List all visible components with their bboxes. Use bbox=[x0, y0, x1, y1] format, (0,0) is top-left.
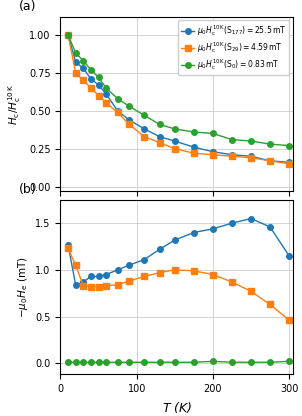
Text: (b): (b) bbox=[18, 183, 36, 196]
$\mu_0 H_\mathrm{c}^{10\,\mathrm{K}}(\mathrm{S}_{0}) = 0.83\,\mathrm{mT}$ bbox=[230, 137, 234, 142]
$\mu_0 H_\mathrm{c}^{10\,\mathrm{K}}(\mathrm{S}_{0}) = 0.83\,\mathrm{mT}$ bbox=[268, 141, 272, 146]
Legend: $\mu_0 H_\mathrm{c}^{10\,\mathrm{K}}(\mathrm{S}_{177}) = 25.5\,\mathrm{mT}$, $\m: $\mu_0 H_\mathrm{c}^{10\,\mathrm{K}}(\ma… bbox=[178, 20, 289, 75]
$\mu_0 H_\mathrm{c}^{10\,\mathrm{K}}(\mathrm{S}_{29}) = 4.59\,\mathrm{mT}$ bbox=[82, 78, 85, 83]
$\mu_0 H_\mathrm{c}^{10\,\mathrm{K}}(\mathrm{S}_{177}) = 25.5\,\mathrm{mT}$ bbox=[82, 66, 85, 71]
$\mu_0 H_\mathrm{c}^{10\,\mathrm{K}}(\mathrm{S}_{29}) = 4.59\,\mathrm{mT}$ bbox=[97, 93, 100, 98]
$\mu_0 H_\mathrm{c}^{10\,\mathrm{K}}(\mathrm{S}_{29}) = 4.59\,\mathrm{mT}$ bbox=[89, 85, 93, 90]
$\mu_0 H_\mathrm{c}^{10\,\mathrm{K}}(\mathrm{S}_{29}) = 4.59\,\mathrm{mT}$ bbox=[211, 152, 215, 157]
$\mu_0 H_\mathrm{c}^{10\,\mathrm{K}}(\mathrm{S}_{177}) = 25.5\,\mathrm{mT}$ bbox=[66, 32, 70, 37]
$\mu_0 H_\mathrm{c}^{10\,\mathrm{K}}(\mathrm{S}_{29}) = 4.59\,\mathrm{mT}$ bbox=[173, 146, 177, 151]
$\mu_0 H_\mathrm{c}^{10\,\mathrm{K}}(\mathrm{S}_{0}) = 0.83\,\mathrm{mT}$ bbox=[211, 131, 215, 136]
$\mu_0 H_\mathrm{c}^{10\,\mathrm{K}}(\mathrm{S}_{177}) = 25.5\,\mathrm{mT}$ bbox=[268, 158, 272, 163]
$\mu_0 H_\mathrm{c}^{10\,\mathrm{K}}(\mathrm{S}_{0}) = 0.83\,\mathrm{mT}$ bbox=[74, 51, 77, 56]
$\mu_0 H_\mathrm{c}^{10\,\mathrm{K}}(\mathrm{S}_{29}) = 4.59\,\mathrm{mT}$ bbox=[287, 161, 291, 166]
$\mu_0 H_\mathrm{c}^{10\,\mathrm{K}}(\mathrm{S}_{29}) = 4.59\,\mathrm{mT}$ bbox=[127, 122, 131, 127]
$\mu_0 H_\mathrm{c}^{10\,\mathrm{K}}(\mathrm{S}_{177}) = 25.5\,\mathrm{mT}$ bbox=[173, 139, 177, 144]
$\mu_0 H_\mathrm{c}^{10\,\mathrm{K}}(\mathrm{S}_{177}) = 25.5\,\mathrm{mT}$ bbox=[158, 134, 161, 139]
$\mu_0 H_\mathrm{c}^{10\,\mathrm{K}}(\mathrm{S}_{177}) = 25.5\,\mathrm{mT}$ bbox=[192, 145, 196, 150]
Y-axis label: $H_\mathrm{c}/H_\mathrm{c}^{10\,\mathrm{K}}$: $H_\mathrm{c}/H_\mathrm{c}^{10\,\mathrm{… bbox=[7, 83, 24, 125]
$\mu_0 H_\mathrm{c}^{10\,\mathrm{K}}(\mathrm{S}_{177}) = 25.5\,\mathrm{mT}$ bbox=[89, 77, 93, 82]
$\mu_0 H_\mathrm{c}^{10\,\mathrm{K}}(\mathrm{S}_{177}) = 25.5\,\mathrm{mT}$ bbox=[230, 152, 234, 157]
$\mu_0 H_\mathrm{c}^{10\,\mathrm{K}}(\mathrm{S}_{29}) = 4.59\,\mathrm{mT}$ bbox=[104, 101, 108, 106]
$\mu_0 H_\mathrm{c}^{10\,\mathrm{K}}(\mathrm{S}_{29}) = 4.59\,\mathrm{mT}$ bbox=[249, 155, 253, 160]
$\mu_0 H_\mathrm{c}^{10\,\mathrm{K}}(\mathrm{S}_{0}) = 0.83\,\mathrm{mT}$ bbox=[66, 32, 70, 37]
$\mu_0 H_\mathrm{c}^{10\,\mathrm{K}}(\mathrm{S}_{0}) = 0.83\,\mathrm{mT}$ bbox=[158, 122, 161, 127]
$\mu_0 H_\mathrm{c}^{10\,\mathrm{K}}(\mathrm{S}_{0}) = 0.83\,\mathrm{mT}$ bbox=[192, 129, 196, 134]
$\mu_0 H_\mathrm{c}^{10\,\mathrm{K}}(\mathrm{S}_{177}) = 25.5\,\mathrm{mT}$ bbox=[74, 59, 77, 64]
$\mu_0 H_\mathrm{c}^{10\,\mathrm{K}}(\mathrm{S}_{29}) = 4.59\,\mathrm{mT}$ bbox=[158, 140, 161, 145]
$\mu_0 H_\mathrm{c}^{10\,\mathrm{K}}(\mathrm{S}_{0}) = 0.83\,\mathrm{mT}$ bbox=[116, 96, 119, 101]
$\mu_0 H_\mathrm{c}^{10\,\mathrm{K}}(\mathrm{S}_{177}) = 25.5\,\mathrm{mT}$ bbox=[211, 149, 215, 154]
$\mu_0 H_\mathrm{c}^{10\,\mathrm{K}}(\mathrm{S}_{0}) = 0.83\,\mathrm{mT}$ bbox=[104, 85, 108, 90]
$\mu_0 H_\mathrm{c}^{10\,\mathrm{K}}(\mathrm{S}_{177}) = 25.5\,\mathrm{mT}$ bbox=[143, 126, 146, 131]
$\mu_0 H_\mathrm{c}^{10\,\mathrm{K}}(\mathrm{S}_{29}) = 4.59\,\mathrm{mT}$ bbox=[116, 110, 119, 115]
$\mu_0 H_\mathrm{c}^{10\,\mathrm{K}}(\mathrm{S}_{29}) = 4.59\,\mathrm{mT}$ bbox=[66, 32, 70, 37]
Line: $\mu_0 H_\mathrm{c}^{10\,\mathrm{K}}(\mathrm{S}_{29}) = 4.59\,\mathrm{mT}$: $\mu_0 H_\mathrm{c}^{10\,\mathrm{K}}(\ma… bbox=[65, 32, 292, 167]
$\mu_0 H_\mathrm{c}^{10\,\mathrm{K}}(\mathrm{S}_{177}) = 25.5\,\mathrm{mT}$ bbox=[116, 108, 119, 113]
$\mu_0 H_\mathrm{c}^{10\,\mathrm{K}}(\mathrm{S}_{177}) = 25.5\,\mathrm{mT}$ bbox=[97, 82, 100, 87]
$\mu_0 H_\mathrm{c}^{10\,\mathrm{K}}(\mathrm{S}_{29}) = 4.59\,\mathrm{mT}$ bbox=[143, 134, 146, 139]
$\mu_0 H_\mathrm{c}^{10\,\mathrm{K}}(\mathrm{S}_{177}) = 25.5\,\mathrm{mT}$ bbox=[287, 160, 291, 165]
Line: $\mu_0 H_\mathrm{c}^{10\,\mathrm{K}}(\mathrm{S}_{177}) = 25.5\,\mathrm{mT}$: $\mu_0 H_\mathrm{c}^{10\,\mathrm{K}}(\ma… bbox=[65, 32, 292, 165]
$\mu_0 H_\mathrm{c}^{10\,\mathrm{K}}(\mathrm{S}_{0}) = 0.83\,\mathrm{mT}$ bbox=[82, 58, 85, 63]
$\mu_0 H_\mathrm{c}^{10\,\mathrm{K}}(\mathrm{S}_{29}) = 4.59\,\mathrm{mT}$ bbox=[268, 158, 272, 163]
$\mu_0 H_\mathrm{c}^{10\,\mathrm{K}}(\mathrm{S}_{29}) = 4.59\,\mathrm{mT}$ bbox=[74, 70, 77, 75]
$\mu_0 H_\mathrm{c}^{10\,\mathrm{K}}(\mathrm{S}_{29}) = 4.59\,\mathrm{mT}$ bbox=[230, 154, 234, 159]
Text: (a): (a) bbox=[18, 0, 36, 13]
$\mu_0 H_\mathrm{c}^{10\,\mathrm{K}}(\mathrm{S}_{0}) = 0.83\,\mathrm{mT}$ bbox=[173, 126, 177, 131]
$\mu_0 H_\mathrm{c}^{10\,\mathrm{K}}(\mathrm{S}_{177}) = 25.5\,\mathrm{mT}$ bbox=[104, 92, 108, 97]
$\mu_0 H_\mathrm{c}^{10\,\mathrm{K}}(\mathrm{S}_{0}) = 0.83\,\mathrm{mT}$ bbox=[97, 75, 100, 80]
$\mu_0 H_\mathrm{c}^{10\,\mathrm{K}}(\mathrm{S}_{177}) = 25.5\,\mathrm{mT}$ bbox=[249, 154, 253, 159]
$\mu_0 H_\mathrm{c}^{10\,\mathrm{K}}(\mathrm{S}_{0}) = 0.83\,\mathrm{mT}$ bbox=[89, 67, 93, 72]
Y-axis label: $-\mu_0 H_\mathrm{e}$ (mT): $-\mu_0 H_\mathrm{e}$ (mT) bbox=[16, 256, 30, 318]
X-axis label: $T$ (K): $T$ (K) bbox=[162, 400, 192, 415]
$\mu_0 H_\mathrm{c}^{10\,\mathrm{K}}(\mathrm{S}_{177}) = 25.5\,\mathrm{mT}$ bbox=[127, 117, 131, 122]
Line: $\mu_0 H_\mathrm{c}^{10\,\mathrm{K}}(\mathrm{S}_{0}) = 0.83\,\mathrm{mT}$: $\mu_0 H_\mathrm{c}^{10\,\mathrm{K}}(\ma… bbox=[65, 32, 292, 149]
$\mu_0 H_\mathrm{c}^{10\,\mathrm{K}}(\mathrm{S}_{0}) = 0.83\,\mathrm{mT}$ bbox=[249, 139, 253, 144]
$\mu_0 H_\mathrm{c}^{10\,\mathrm{K}}(\mathrm{S}_{0}) = 0.83\,\mathrm{mT}$ bbox=[143, 113, 146, 118]
$\mu_0 H_\mathrm{c}^{10\,\mathrm{K}}(\mathrm{S}_{0}) = 0.83\,\mathrm{mT}$ bbox=[287, 143, 291, 148]
$\mu_0 H_\mathrm{c}^{10\,\mathrm{K}}(\mathrm{S}_{29}) = 4.59\,\mathrm{mT}$ bbox=[192, 151, 196, 156]
$\mu_0 H_\mathrm{c}^{10\,\mathrm{K}}(\mathrm{S}_{0}) = 0.83\,\mathrm{mT}$ bbox=[127, 104, 131, 109]
